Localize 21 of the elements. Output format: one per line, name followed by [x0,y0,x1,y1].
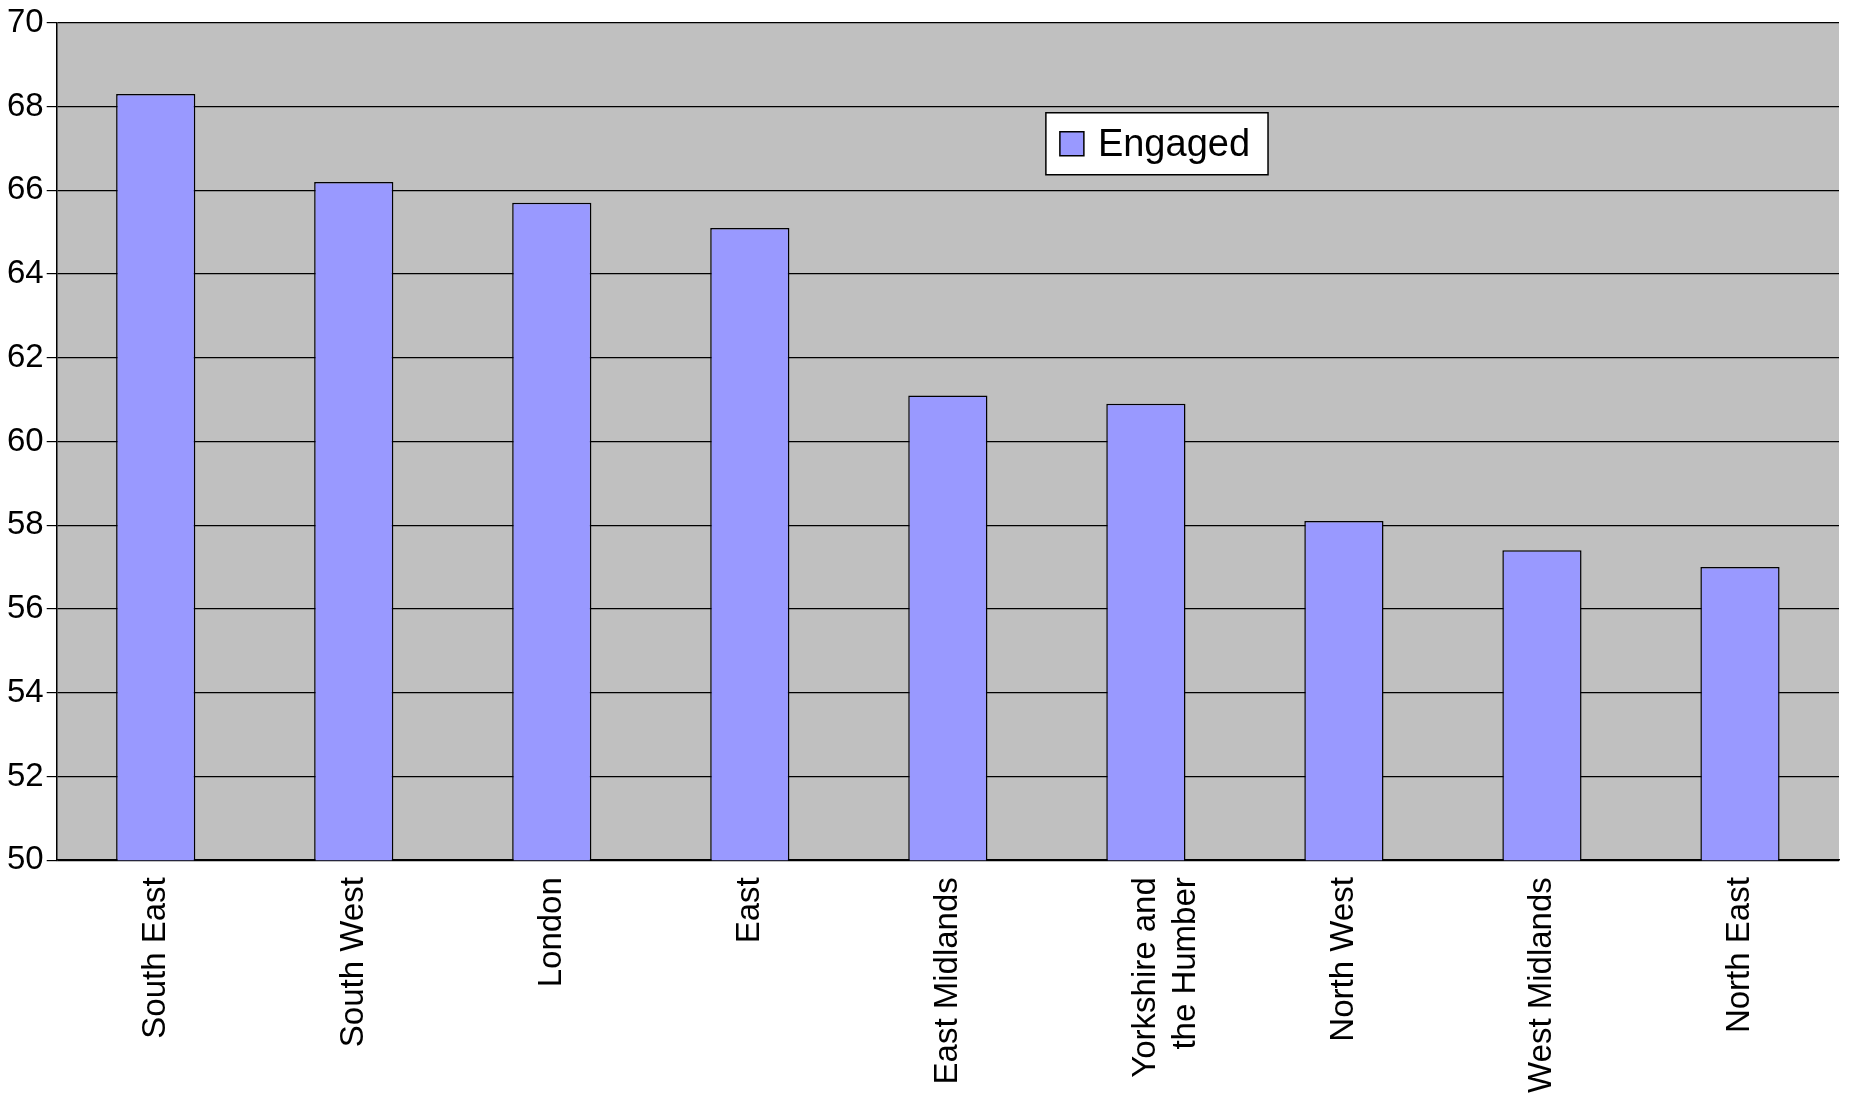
x-tick-label: Yorkshire and the Humber [1124,877,1202,1078]
y-tick-label: 54 [6,671,44,709]
y-tick-label: 70 [6,1,44,39]
y-tick-label: 52 [6,755,44,793]
y-tick-label: 50 [6,839,44,877]
x-tick-label: West Midlands [1521,877,1559,1094]
y-tick-label: 60 [6,420,44,458]
y-tick-label: 58 [6,504,44,542]
y-tick-label: 56 [6,588,44,626]
x-tick-label: East [728,877,766,944]
y-tick-label: 68 [6,85,44,123]
y-tick-label: 62 [6,336,44,374]
x-tick-label: North West [1323,877,1361,1042]
legend-label: Engaged [1097,122,1251,165]
y-tick-label: 64 [6,253,44,291]
x-tick-label: South West [332,877,370,1048]
y-tick-label: 66 [6,169,44,207]
x-tick-label: London [530,877,568,988]
x-tick-label: North East [1719,877,1757,1034]
x-tick-label: South East [134,877,172,1039]
x-tick-label: East Midlands [926,877,964,1085]
